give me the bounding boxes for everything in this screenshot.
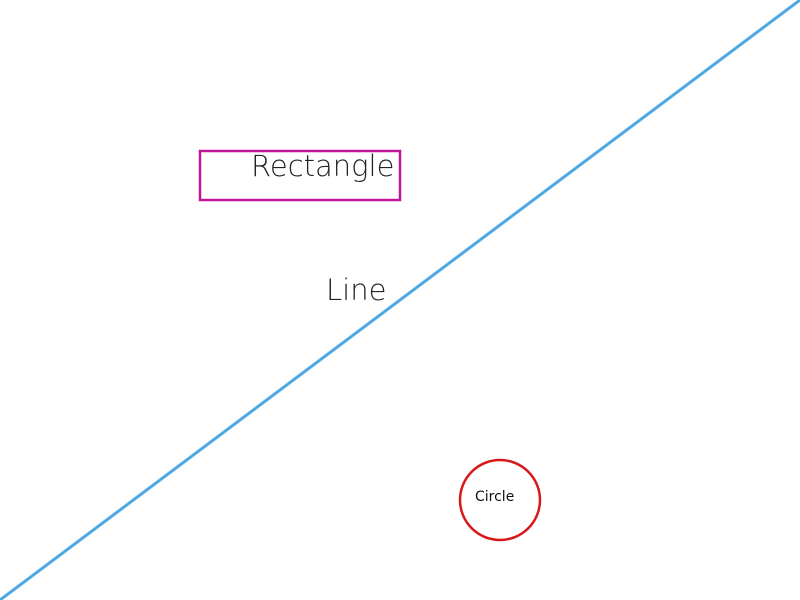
rectangle-label: Rectangle [251,149,394,183]
circle-shape[interactable] [458,458,542,542]
circle-label: Circle [475,489,514,505]
rectangle-shape[interactable] [198,149,402,202]
line-label: Line [326,273,386,307]
